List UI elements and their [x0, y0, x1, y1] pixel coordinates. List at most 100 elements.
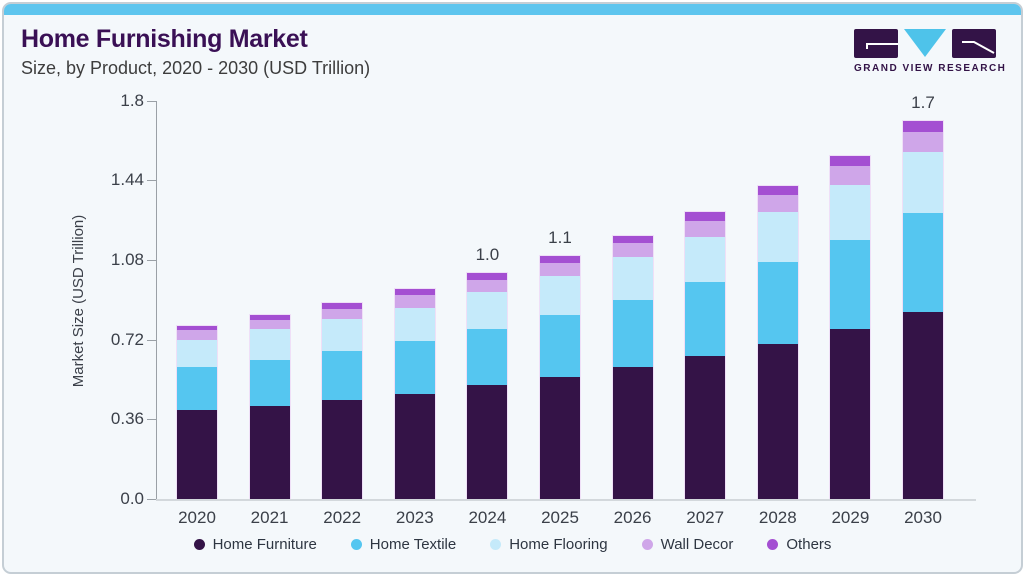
bar-segment — [177, 330, 217, 340]
y-tick-mark — [147, 419, 156, 421]
y-tick-label: 1.8 — [120, 90, 144, 110]
y-tick-label: 0.72 — [110, 329, 144, 349]
bar-segment — [540, 275, 580, 316]
legend-item: Others — [767, 536, 831, 553]
bar-segment — [612, 366, 653, 499]
legend-dot-icon — [641, 539, 653, 550]
bar-segment — [612, 235, 653, 244]
legend-dot-icon — [490, 539, 502, 550]
bar-total-label: 1.1 — [548, 228, 572, 248]
legend-label: Home Furniture — [212, 536, 317, 553]
y-tick-mark — [147, 100, 156, 102]
y-tick-mark — [147, 339, 156, 341]
accent-top-strip — [4, 4, 1021, 15]
bar-segment — [612, 243, 653, 258]
bar-segment — [394, 393, 435, 499]
bar-segment — [394, 289, 435, 296]
legend-item: Home Furniture — [193, 536, 317, 553]
bar-segment — [757, 212, 798, 263]
bar-segment — [394, 295, 435, 309]
legend-item: Wall Decor — [641, 536, 734, 553]
legend-label: Home Textile — [369, 536, 457, 553]
bar-segment — [322, 319, 363, 351]
bar-segment — [177, 367, 217, 411]
bar-segment — [830, 184, 871, 241]
bar-segment — [685, 237, 726, 283]
x-tick-label: 2020 — [178, 508, 216, 527]
logo-r-block-icon — [952, 29, 996, 58]
page-title: Home Furnishing Market — [21, 25, 308, 53]
y-tick-mark — [147, 499, 156, 500]
bar-segment — [540, 263, 580, 276]
legend-dot-icon — [193, 539, 205, 550]
legend-label: Others — [786, 536, 832, 553]
bar-segment — [177, 339, 217, 368]
y-tick-mark — [147, 180, 156, 182]
bar-segment — [467, 385, 508, 499]
bar-segment — [685, 355, 726, 499]
x-tick-label: 2026 — [613, 508, 652, 527]
x-tick-label: 2025 — [541, 508, 579, 527]
page-subtitle: Size, by Product, 2020 - 2030 (USD Trill… — [21, 58, 371, 78]
bar-segment — [322, 308, 363, 320]
x-tick-label: 2029 — [831, 508, 870, 527]
bar-segment — [612, 257, 653, 301]
legend-item: Home Flooring — [490, 536, 608, 553]
bar-segment — [177, 410, 217, 499]
x-tick-label: 2022 — [323, 508, 362, 527]
legend-item: Home Textile — [350, 536, 457, 553]
x-axis-line — [156, 499, 976, 501]
bar-segment — [249, 360, 290, 407]
x-tick-label: 2028 — [758, 508, 797, 527]
bar-segment — [903, 121, 943, 133]
bar-segment — [830, 155, 871, 167]
bar-segment — [322, 400, 363, 499]
bar-segment — [540, 256, 580, 264]
logo-v-triangle-icon — [904, 29, 946, 57]
bar-segment — [540, 315, 580, 377]
x-tick-label: 2021 — [250, 508, 289, 527]
bar-segment — [467, 328, 508, 386]
bar-segment — [903, 132, 943, 153]
bar-segment — [612, 300, 653, 367]
gvr-logo-marks — [854, 29, 996, 59]
legend-dot-icon — [767, 539, 779, 550]
y-tick-label: 0.0 — [120, 489, 144, 508]
bar-segment — [830, 166, 871, 185]
bar-segment — [322, 350, 363, 401]
legend-dot-icon — [350, 539, 362, 550]
y-axis-title: Market Size (USD Trillion) — [70, 214, 87, 388]
bar-segment — [322, 302, 363, 309]
bar-segment — [903, 152, 943, 214]
bar-segment — [249, 406, 290, 499]
y-tick-label: 1.08 — [110, 249, 144, 269]
bar-segment — [757, 186, 798, 195]
bar-segment — [249, 314, 290, 321]
bar-segment — [757, 262, 798, 344]
x-tick-label: 2027 — [686, 508, 725, 527]
bar-segment — [394, 340, 435, 394]
bar-segment — [685, 212, 726, 221]
y-tick-mark — [147, 259, 156, 261]
logo-g-block-icon — [854, 29, 898, 58]
bar-segment — [830, 329, 871, 499]
logo-brand-text: GRAND VIEW RESEARCH — [854, 63, 1007, 74]
y-tick-label: 1.44 — [110, 170, 144, 190]
bar-segment — [177, 325, 217, 331]
bar-segment — [685, 220, 726, 238]
bar-segment — [757, 194, 798, 213]
bar-segment — [540, 376, 580, 499]
bar-segment — [685, 282, 726, 356]
x-tick-label: 2030 — [904, 508, 942, 527]
y-axis-line — [156, 100, 157, 499]
bar-segment — [249, 320, 290, 330]
x-tick-label: 2023 — [395, 508, 434, 527]
x-tick-label: 2024 — [468, 508, 507, 527]
legend-label: Wall Decor — [660, 536, 734, 553]
bar-segment — [467, 292, 508, 329]
legend-label: Home Flooring — [509, 536, 608, 553]
bar-segment — [394, 308, 435, 341]
chart-legend: Home Furniture Home Textile Home Flooring W… — [4, 536, 1021, 553]
bar-total-label: 1.0 — [475, 245, 500, 265]
